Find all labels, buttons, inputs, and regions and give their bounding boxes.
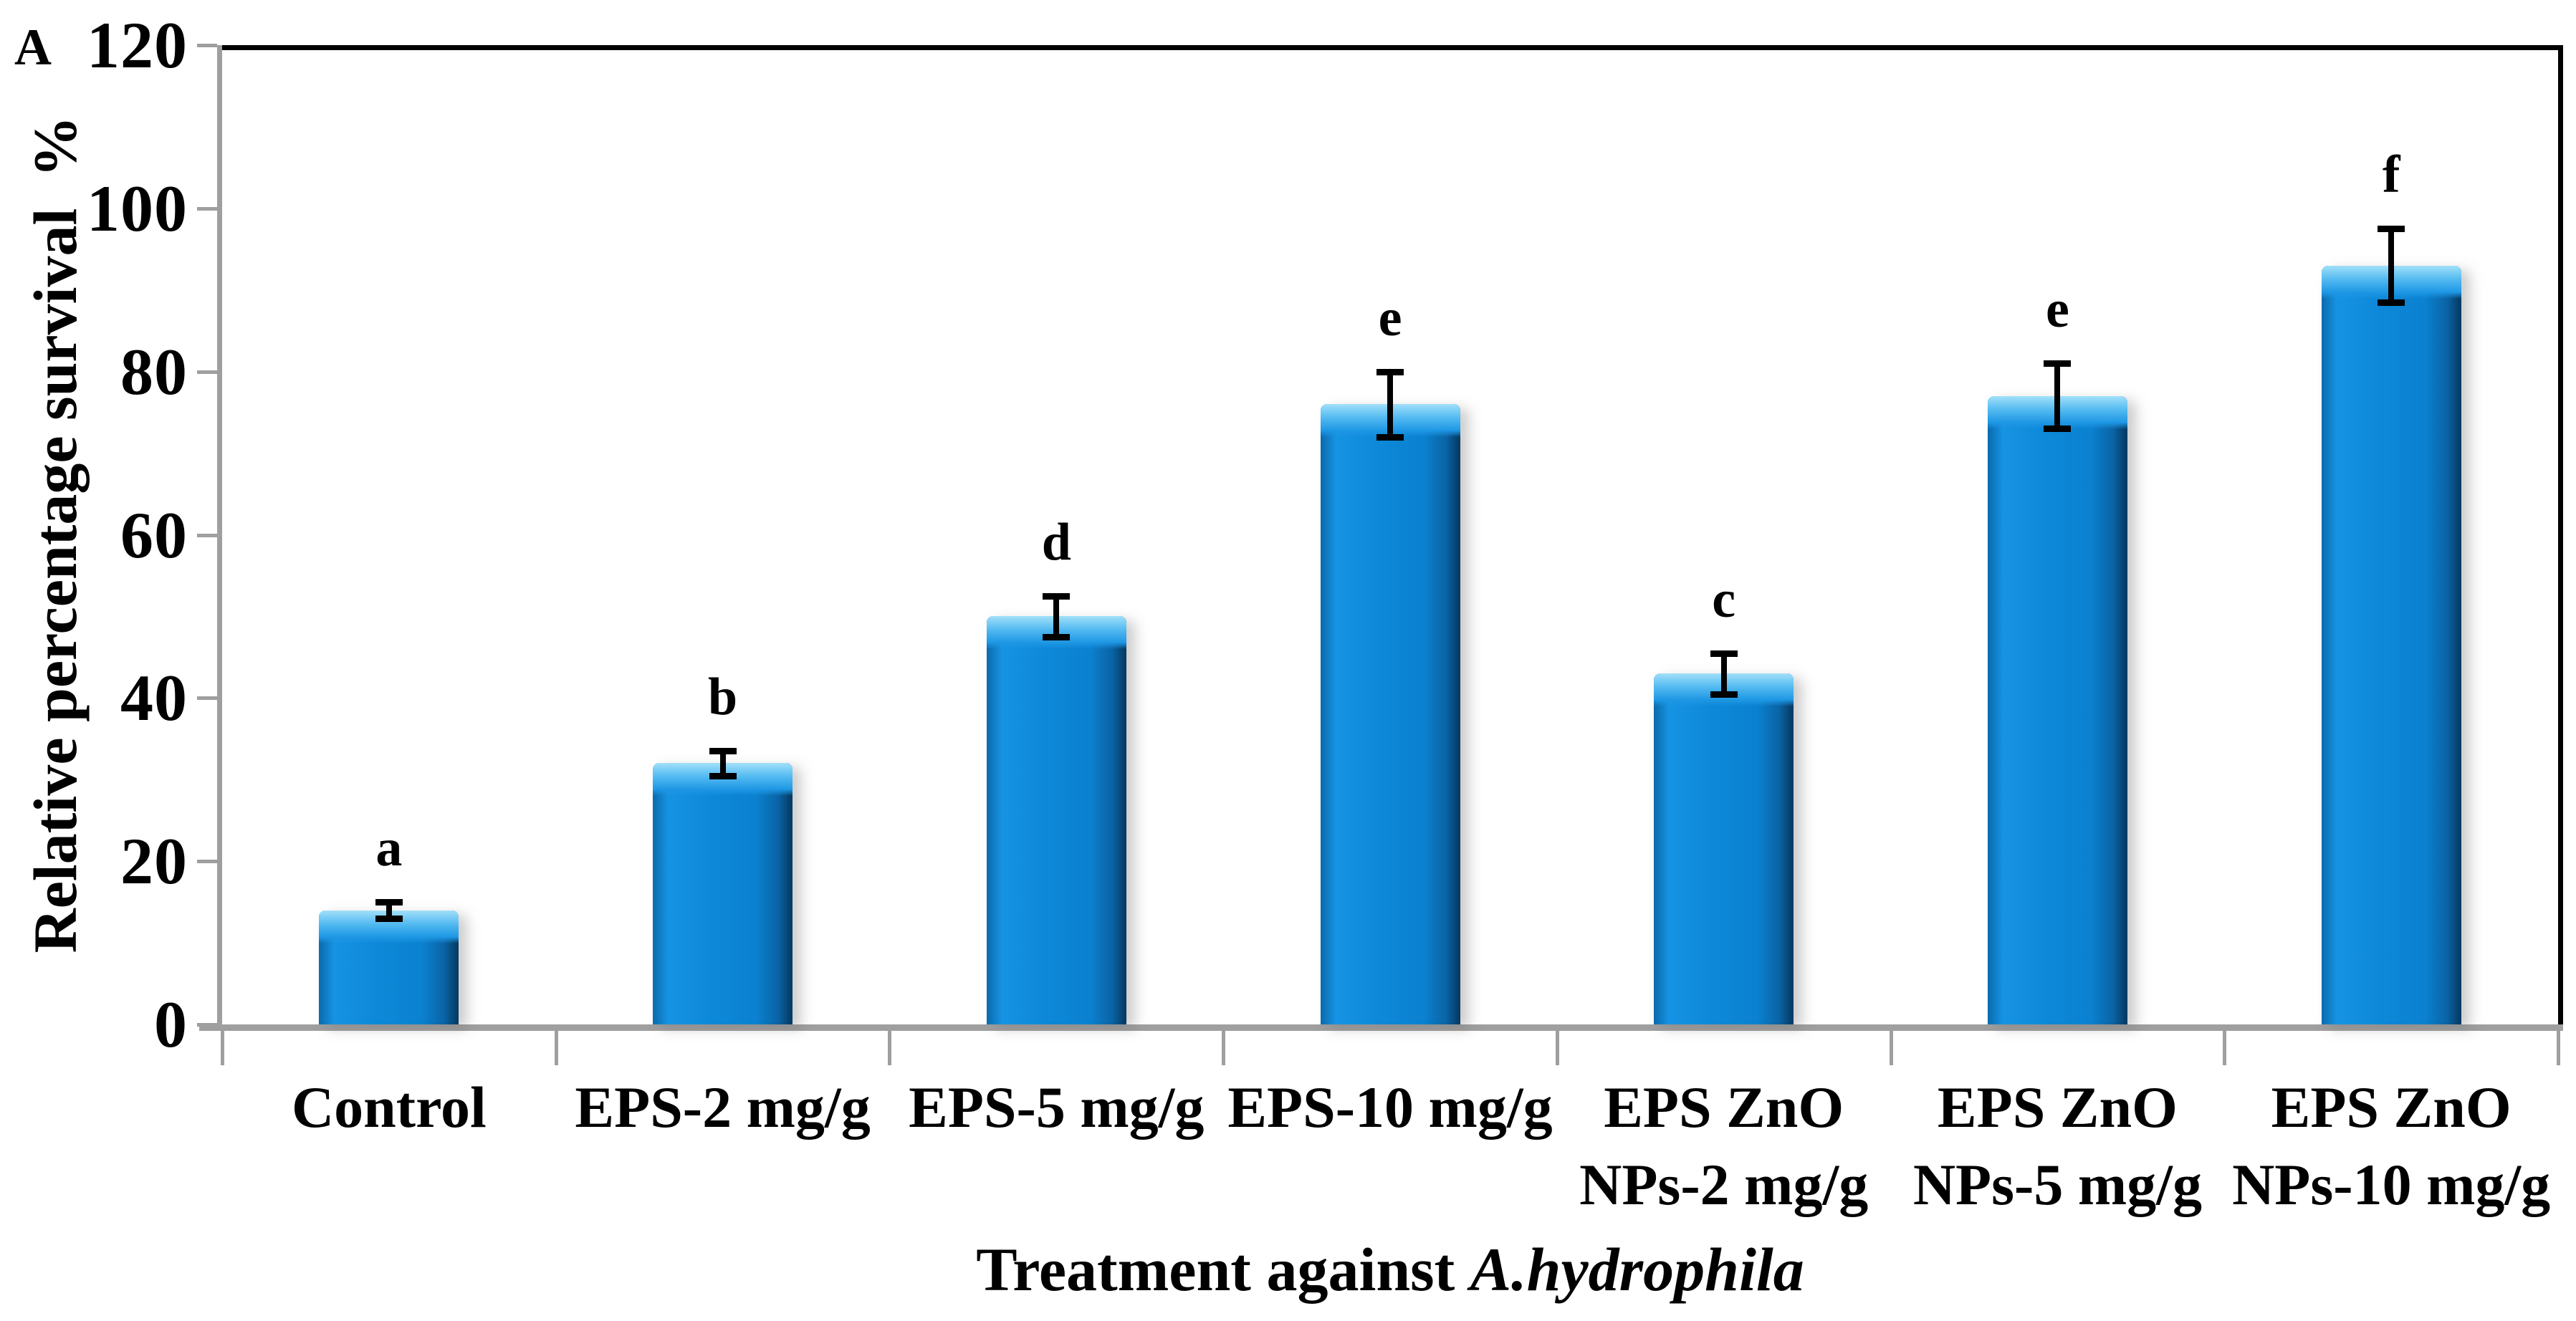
panel-label: A <box>14 19 52 76</box>
category-label-line: EPS ZnO <box>2271 1075 2512 1140</box>
x-tick <box>1222 1031 1226 1065</box>
y-tick <box>197 1023 217 1027</box>
plot-top-border <box>217 45 2563 50</box>
error-bar-cap-top <box>709 748 737 755</box>
y-tick-label: 80 <box>120 335 188 408</box>
x-tick <box>888 1031 892 1065</box>
x-axis-title-main: Treatment against <box>976 1235 1470 1304</box>
x-tick <box>2557 1031 2560 1065</box>
category-label-line: NPs-10 mg/g <box>2232 1152 2551 1217</box>
category-label-line: Control <box>291 1075 487 1140</box>
bar <box>319 910 459 1024</box>
error-bar-cap-bottom <box>2378 299 2405 306</box>
error-bar-cap-bottom <box>375 915 403 922</box>
y-tick-label: 60 <box>120 498 188 572</box>
error-bar-cap-top <box>2044 360 2072 368</box>
error-bar-line <box>2388 229 2395 302</box>
y-tick <box>197 370 217 374</box>
error-bar-line <box>1720 653 1727 694</box>
sig-letter: f <box>2382 145 2400 205</box>
y-tick-label: 0 <box>154 988 188 1061</box>
category-label-line: EPS-2 mg/g <box>575 1075 871 1140</box>
bar <box>1987 395 2127 1024</box>
x-axis-title-species: A.hydrophila <box>1470 1235 1804 1304</box>
category-label-line: EPS-10 mg/g <box>1227 1075 1553 1140</box>
error-bar-line <box>2054 363 2061 429</box>
category-label-line: NPs-5 mg/g <box>1912 1152 2202 1217</box>
category-label: EPS-10 mg/g <box>1223 1069 1557 1146</box>
y-axis-title: Relative percentage survival % <box>21 115 90 953</box>
error-bar-cap-top <box>2378 226 2405 233</box>
sig-letter: e <box>1378 288 1402 347</box>
sig-letter: c <box>1712 570 1736 629</box>
category-label: EPS ZnO NPs-10 mg/g <box>2224 1069 2558 1224</box>
bar <box>986 616 1126 1024</box>
x-tick <box>1889 1031 1893 1065</box>
error-bar-line <box>1387 371 1393 437</box>
x-tick <box>1555 1031 1559 1065</box>
sig-letter: d <box>1041 512 1071 572</box>
category-label: EPS-2 mg/g <box>556 1069 890 1146</box>
error-bar-cap-top <box>1710 650 1738 657</box>
sig-letter: b <box>707 668 738 727</box>
y-tick <box>197 533 217 537</box>
error-bar-cap-bottom <box>1376 433 1404 441</box>
bar <box>653 763 793 1024</box>
y-tick <box>197 860 217 864</box>
y-tick-label: 100 <box>87 171 188 245</box>
category-label-line: EPS-5 mg/g <box>909 1075 1205 1140</box>
category-label: EPS ZnO NPs-2 mg/g <box>1557 1069 1891 1224</box>
error-bar-cap-bottom <box>1043 633 1071 640</box>
y-tick-label: 120 <box>87 9 188 82</box>
category-label-line: NPs-2 mg/g <box>1579 1152 1869 1217</box>
error-bar-cap-top <box>375 899 403 906</box>
y-tick <box>197 206 217 211</box>
error-bar-cap-bottom <box>709 772 737 779</box>
error-bar-line <box>719 751 726 776</box>
x-tick <box>554 1031 558 1065</box>
category-label-line: EPS ZnO <box>1604 1075 1844 1140</box>
y-tick-label: 40 <box>120 661 188 735</box>
y-tick <box>197 44 217 47</box>
y-axis-line <box>217 45 222 1031</box>
error-bar-cap-top <box>1043 592 1071 600</box>
plot-right-border <box>2558 45 2563 1031</box>
x-axis-line <box>199 1024 2563 1031</box>
sig-letter: a <box>375 819 403 878</box>
bar <box>1320 404 1460 1024</box>
bar <box>1654 673 1794 1024</box>
category-label-line: EPS ZnO <box>1937 1075 2178 1140</box>
category-label: EPS-5 mg/g <box>889 1069 1223 1146</box>
bar <box>2321 265 2461 1024</box>
y-tick-label: 20 <box>120 825 188 898</box>
error-bar-cap-bottom <box>1710 691 1738 698</box>
category-label: EPS ZnO NPs-5 mg/g <box>1891 1069 2225 1224</box>
x-tick <box>221 1031 224 1065</box>
x-axis-title: Treatment against A.hydrophila <box>222 1234 2558 1305</box>
error-bar-cap-bottom <box>2044 426 2072 433</box>
error-bar-cap-top <box>1376 368 1404 375</box>
x-tick <box>2223 1031 2227 1065</box>
sig-letter: e <box>2045 280 2069 340</box>
error-bar-line <box>386 902 392 918</box>
category-label: Control <box>222 1069 556 1146</box>
error-bar-line <box>1053 595 1060 637</box>
y-tick <box>197 696 217 701</box>
